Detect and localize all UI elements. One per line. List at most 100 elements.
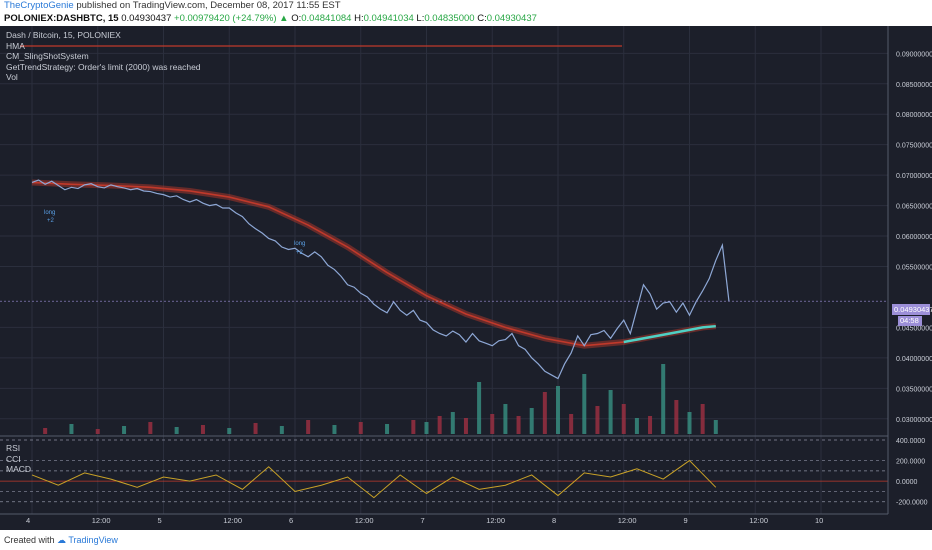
time-axis-label: 9 (684, 516, 688, 525)
volume-bar (529, 408, 534, 434)
plus2-marker-label-2: +2 (296, 250, 304, 256)
legend-macd: MACD (6, 464, 32, 474)
volume-bar (253, 423, 258, 434)
price-tag-bg (892, 304, 930, 315)
price-axis-label: 0.06000000 (896, 234, 932, 241)
time-axis-label: 7 (421, 516, 425, 525)
volume-bar (621, 404, 626, 434)
volume-bar (648, 416, 653, 434)
oscillator-legend: RSI CCI MACD (6, 443, 31, 475)
high-label: H: (354, 13, 364, 24)
long-marker-label-2: long (294, 241, 305, 247)
time-axis-label: 12:00 (355, 516, 374, 525)
open-value: 0.04841084 (301, 13, 352, 24)
legend-vol: Vol (6, 72, 18, 82)
price-axis-label: 0.04500000 (896, 325, 932, 332)
volume-bar (424, 422, 429, 434)
volume-bar (332, 425, 337, 434)
time-tag-bg (898, 316, 922, 326)
volume-bar (569, 414, 574, 434)
time-tag: 04:58 (900, 316, 919, 325)
close-label: C: (477, 13, 487, 24)
time-axis-label: 5 (158, 516, 162, 525)
volume-bar (687, 412, 692, 434)
volume-bar (358, 422, 363, 434)
footer: Created with ☁ TradingView (0, 530, 932, 550)
publish-info: published on TradingView.com, December 0… (76, 0, 341, 11)
volume-bar (463, 418, 468, 434)
low-label: L: (416, 13, 425, 24)
price-axis-label: 0.07500000 (896, 143, 932, 150)
volume-bar (477, 382, 482, 434)
price-axis-label: 0.08000000 (896, 112, 932, 119)
time-axis-label: 12:00 (749, 516, 768, 525)
volume-bar (450, 412, 455, 434)
publish-line: TheCryptoGenie published on TradingView.… (0, 0, 932, 12)
volume-bar (608, 390, 613, 434)
cci-line (31, 459, 717, 499)
volume-bar (200, 425, 205, 434)
long-marker-label: long (44, 210, 55, 216)
chart-area[interactable]: long +2 long +2 0.09000000 0.08500000 0.08… (0, 26, 932, 530)
ohlc-line: POLONIEX:DASHBTC, 15 0.04930437 +0.00979… (0, 12, 932, 26)
time-axis-label: 8 (552, 516, 556, 525)
volume-bar (69, 424, 74, 434)
legend-pair: Dash / Bitcoin, 15, POLONIEX (6, 30, 121, 40)
tradingview-logo-icon: ☁ (57, 535, 67, 545)
oscillator-axis-label: -200.0000 (896, 500, 928, 507)
tradingview-link[interactable]: TradingView (68, 535, 118, 545)
volume-bar (306, 420, 311, 434)
chart-svg[interactable]: long +2 long +2 0.09000000 0.08500000 0.08… (0, 26, 932, 530)
time-axis-label: 6 (289, 516, 293, 525)
volume-bar (713, 420, 718, 434)
up-arrow-icon: ▲ (279, 13, 289, 24)
volume-bar (227, 428, 232, 434)
volume-bar (503, 404, 508, 434)
price-axis-label: 0.07000000 (896, 173, 932, 180)
legend-hma: HMA (6, 40, 25, 51)
legend-cci: CCI (6, 453, 21, 464)
time-axis-label: 12:00 (92, 516, 111, 525)
time-axis-label: 10 (815, 516, 823, 525)
volume-bar (148, 422, 153, 434)
time-axis-label: 4 (26, 516, 30, 525)
volume-bar (516, 416, 521, 434)
volume-bar (595, 406, 600, 434)
author-link[interactable]: TheCryptoGenie (4, 0, 74, 11)
oscillator-axis-label: 400.0000 (896, 438, 925, 445)
chart-legend: Dash / Bitcoin, 15, POLONIEX HMA CM_Slin… (6, 30, 201, 83)
legend-trend: GetTrendStrategy: Order's limit (2000) w… (6, 61, 201, 72)
created-with-label: Created with (4, 535, 55, 545)
low-value: 0.04835000 (424, 13, 475, 24)
price-tag: 0.04930437 (894, 305, 932, 314)
volume-bar (582, 374, 587, 434)
change-value: +0.00979420 (+24.79%) (174, 13, 277, 24)
plus2-marker-label: +2 (47, 218, 55, 224)
time-axis-label: 12:00 (223, 516, 242, 525)
price-axis-label: 0.05500000 (896, 265, 932, 272)
last-price: 0.04930437 (121, 13, 172, 24)
volume-bar (174, 427, 179, 434)
legend-slingshot: CM_SlingShotSystem (6, 51, 89, 61)
symbol-label: POLONIEX:DASHBTC, 15 (4, 13, 119, 24)
volume-bar (634, 418, 639, 434)
price-axis-label: 0.03500000 (896, 386, 932, 393)
volume-bar (490, 414, 495, 434)
volume-bar (556, 386, 560, 434)
price-axis-label: 0.08500000 (896, 82, 932, 89)
legend-rsi: RSI (6, 443, 21, 453)
high-value: 0.04941034 (363, 13, 414, 24)
volume-bar (700, 404, 705, 434)
price-axis-label: 0.04000000 (896, 356, 932, 363)
ma-line (31, 181, 716, 347)
volume-bar (674, 400, 679, 434)
time-axis-label: 12:00 (486, 516, 505, 525)
time-axis-label: 12:00 (618, 516, 637, 525)
volume-bar (43, 428, 48, 434)
open-label: O: (291, 13, 302, 24)
volume-bar (95, 429, 100, 434)
close-value: 0.04930437 (486, 13, 537, 24)
volume-bar (661, 364, 666, 434)
volume-bar (437, 416, 442, 434)
price-axis-label: 0.03000000 (896, 417, 932, 424)
